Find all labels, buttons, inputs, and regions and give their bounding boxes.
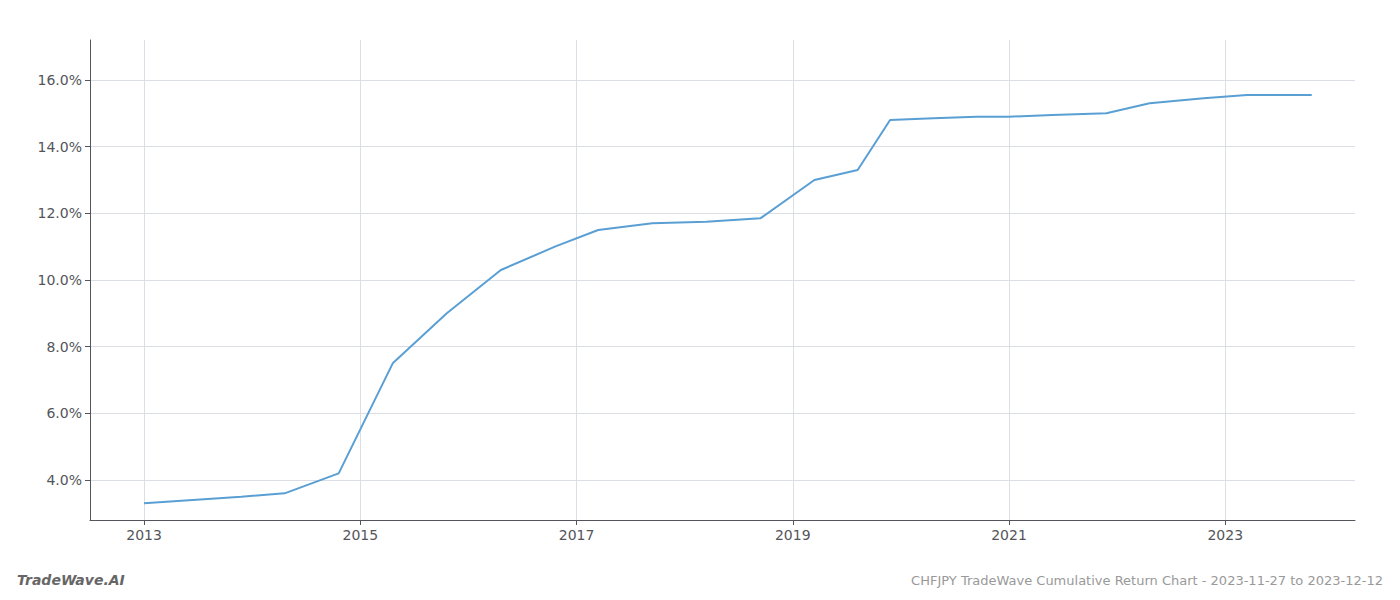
svg-text:2021: 2021 — [991, 527, 1027, 543]
svg-text:TradeWave.AI: TradeWave.AI — [17, 572, 125, 588]
svg-text:2013: 2013 — [126, 527, 162, 543]
svg-text:10.0%: 10.0% — [38, 272, 82, 288]
svg-text:2015: 2015 — [342, 527, 378, 543]
svg-text:12.0%: 12.0% — [38, 205, 82, 221]
svg-text:6.0%: 6.0% — [46, 405, 82, 421]
svg-text:2019: 2019 — [775, 527, 811, 543]
svg-text:14.0%: 14.0% — [38, 139, 82, 155]
svg-text:CHFJPY TradeWave Cumulative Re: CHFJPY TradeWave Cumulative Return Chart… — [911, 573, 1383, 588]
svg-text:2023: 2023 — [1207, 527, 1243, 543]
svg-text:2017: 2017 — [559, 527, 595, 543]
svg-text:16.0%: 16.0% — [38, 72, 82, 88]
svg-text:4.0%: 4.0% — [46, 472, 82, 488]
svg-text:8.0%: 8.0% — [46, 339, 82, 355]
